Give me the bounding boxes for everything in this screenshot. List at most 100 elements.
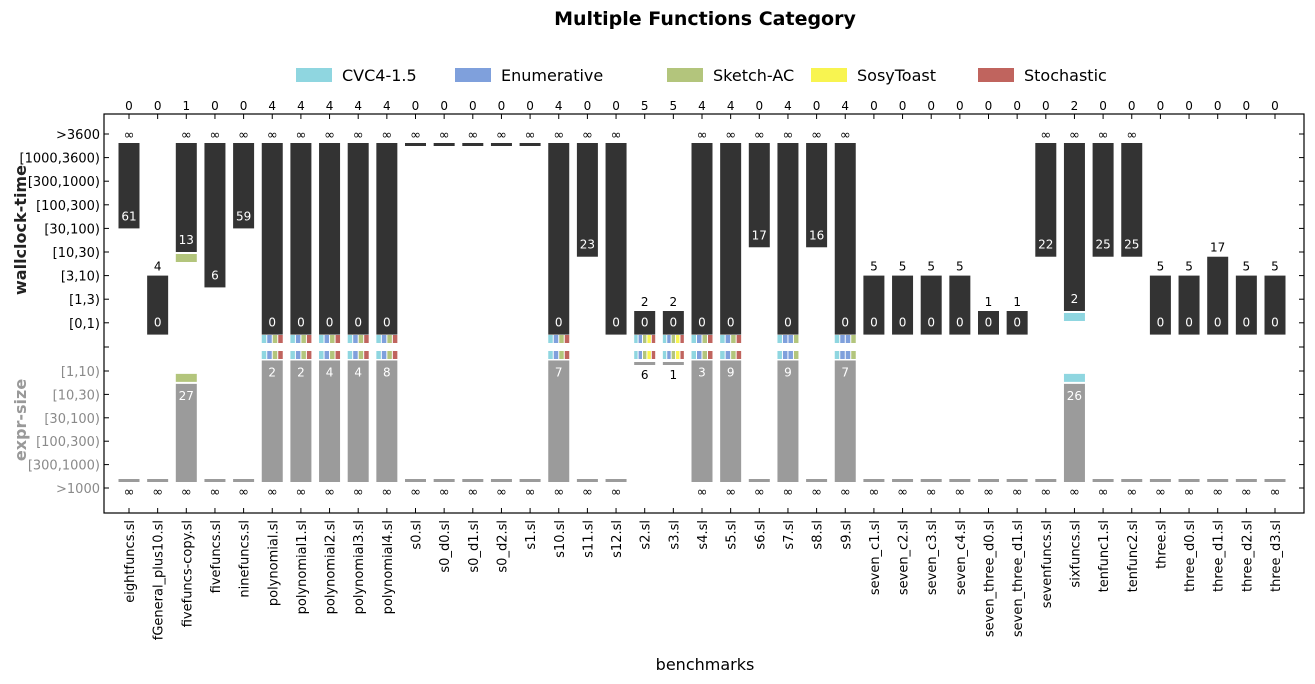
x-tick-label: s0_d1.sl xyxy=(467,520,482,573)
time-bar xyxy=(261,143,283,335)
benchmark-tenfunc1-sl: 0 ∞ 25 ∞ xyxy=(1092,99,1114,500)
infinity-label: ∞ xyxy=(1126,485,1137,500)
time-bar xyxy=(806,143,828,248)
solver-marker xyxy=(851,351,856,359)
solver-marker xyxy=(676,351,680,359)
solver-marker xyxy=(851,335,856,343)
size-bar xyxy=(605,479,627,482)
size-bar xyxy=(376,360,398,482)
benchmark-s12-sl: 0 ∞ 0 ∞ xyxy=(605,99,627,500)
benchmark-fGeneral-plus10-sl: 0 4 0 ∞ xyxy=(147,99,169,500)
x-tick-label: seven_c4.sl xyxy=(954,520,969,595)
benchmark-s6-sl: 0 ∞ 17 ∞ xyxy=(748,99,770,500)
size-bar xyxy=(319,360,341,482)
time-bar xyxy=(748,143,770,248)
solved-count: 4 xyxy=(354,99,362,113)
x-axis: eightfuncs.sl fGeneral_plus10.sl fivefuncs… xyxy=(123,114,1284,640)
infinity-label: ∞ xyxy=(267,485,278,500)
infinity-label: ∞ xyxy=(152,485,163,500)
size-bar xyxy=(834,360,856,482)
y-tick-label-size: [1,10) xyxy=(61,365,100,380)
solver-marker xyxy=(319,335,324,343)
time-bar xyxy=(576,143,598,257)
x-tick-label: polynomial4.sl xyxy=(381,520,396,614)
solved-count: 0 xyxy=(1214,99,1222,113)
time-bar xyxy=(204,143,226,288)
size-bar xyxy=(1063,383,1085,482)
solver-marker xyxy=(643,335,647,343)
infinity-label: ∞ xyxy=(926,485,937,500)
benchmark-s4-sl: 4 ∞ 0 3 ∞ xyxy=(691,99,713,500)
time-bar-label: 0 xyxy=(612,316,620,330)
time-bar xyxy=(519,143,541,146)
time-bar xyxy=(1235,275,1257,335)
solver-marker xyxy=(708,335,713,343)
solved-count: 0 xyxy=(870,99,878,113)
solver-marker xyxy=(647,351,651,359)
y-tick-label-time: [0,1) xyxy=(69,317,100,332)
solved-count: 0 xyxy=(584,99,592,113)
solved-count: 0 xyxy=(240,99,248,113)
solver-marker xyxy=(387,351,392,359)
x-axis-label: benchmarks xyxy=(656,655,755,674)
time-bar xyxy=(405,143,426,146)
x-tick-label: s3.sl xyxy=(667,520,682,550)
benchmark-three-d0-sl: 0 5 0 ∞ xyxy=(1178,99,1200,500)
infinity-label: ∞ xyxy=(1155,485,1166,500)
x-tick-label: fGeneral_plus10.sl xyxy=(152,520,167,640)
solver-marker xyxy=(330,335,335,343)
time-bar-label-inner: 0 xyxy=(1157,316,1165,330)
infinity-label: ∞ xyxy=(1212,485,1223,500)
solver-marker xyxy=(736,351,742,359)
infinity-label: ∞ xyxy=(525,128,536,143)
size-bar xyxy=(490,479,512,482)
infinity-label: ∞ xyxy=(353,485,364,500)
infinity-label: ∞ xyxy=(611,485,622,500)
size-bar-label: 26 xyxy=(1067,389,1082,403)
solver-marker xyxy=(290,351,295,359)
time-bar xyxy=(834,143,856,335)
solver-marker xyxy=(290,335,295,343)
infinity-label: ∞ xyxy=(811,128,822,143)
size-bar xyxy=(748,479,770,482)
time-bar xyxy=(978,311,999,335)
time-bar xyxy=(376,143,398,335)
infinity-label: ∞ xyxy=(811,485,822,500)
size-bar xyxy=(147,479,169,482)
y-tick-label-time: [10,30) xyxy=(53,246,100,261)
size-bar-label: 4 xyxy=(326,365,334,379)
infinity-label: ∞ xyxy=(439,485,450,500)
solved-count: 0 xyxy=(1099,99,1107,113)
time-bar xyxy=(662,311,684,335)
infinity-label: ∞ xyxy=(353,128,364,143)
infinity-label: ∞ xyxy=(783,128,794,143)
time-bar xyxy=(605,143,627,335)
infinity-label: ∞ xyxy=(410,485,421,500)
size-bar xyxy=(1092,479,1114,482)
benchmark-seven-c4-sl: 0 5 0 ∞ xyxy=(949,99,971,500)
size-bar-label: 7 xyxy=(555,365,563,379)
solved-count: 4 xyxy=(784,99,792,113)
time-bar-label: 5 xyxy=(1271,260,1279,274)
solver-marker xyxy=(301,351,306,359)
infinity-label: ∞ xyxy=(1098,128,1109,143)
solver-marker xyxy=(267,351,272,359)
x-tick-label: s9.sl xyxy=(839,520,854,550)
solved-count: 0 xyxy=(412,99,420,113)
solver-marker xyxy=(651,351,656,359)
benchmark-seven-c3-sl: 0 5 0 ∞ xyxy=(920,99,942,500)
infinity-label: ∞ xyxy=(897,485,908,500)
solver-marker xyxy=(731,351,736,359)
solver-marker xyxy=(335,351,341,359)
solver-marker xyxy=(788,351,793,359)
legend-swatch xyxy=(296,68,332,82)
size-bar xyxy=(433,479,455,482)
time-bar-label: 1 xyxy=(1013,295,1021,309)
solved-count: 0 xyxy=(154,99,162,113)
solved-count: 0 xyxy=(1013,99,1021,113)
time-bar xyxy=(1035,143,1057,257)
solved-count: 4 xyxy=(727,99,735,113)
solver-marker xyxy=(680,335,684,343)
solver-marker xyxy=(553,335,559,343)
solver-marker xyxy=(347,351,353,359)
